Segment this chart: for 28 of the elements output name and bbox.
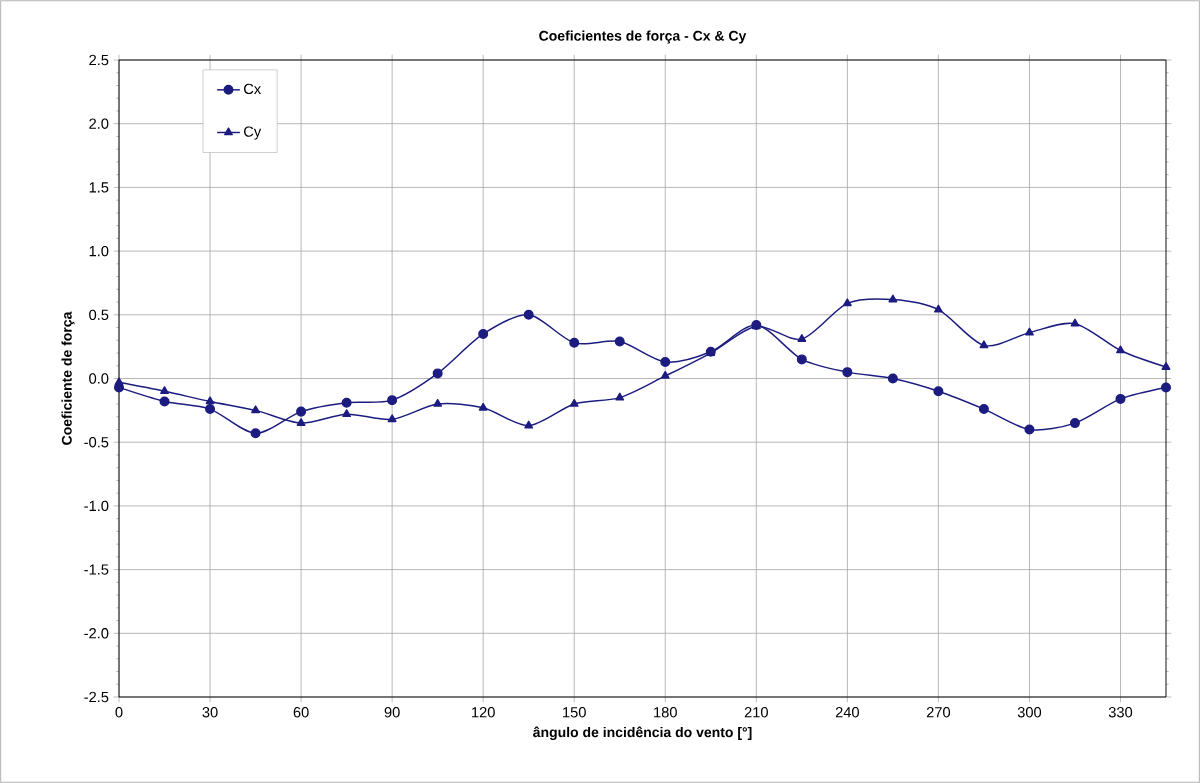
x-tick-label: 240 (835, 707, 859, 718)
x-tick-label: 210 (744, 707, 768, 718)
x-tick-label: 180 (654, 707, 677, 718)
legend-label: Cy (244, 126, 262, 140)
y-tick-label: -2.5 (84, 691, 109, 703)
legend-label: Cx (244, 83, 262, 95)
y-axis-title: Coeficiente de força (61, 311, 75, 445)
y-tick-label: -1.5 (84, 564, 109, 575)
x-tick-label: 270 (926, 707, 951, 718)
y-tick-label: 2.0 (89, 118, 109, 129)
x-tick-label: 300 (1017, 707, 1042, 718)
x-axis-title: ângulo de incidência do vento [°] (533, 726, 752, 740)
y-tick-label: 2.5 (89, 54, 109, 66)
x-tick-label: 0 (115, 707, 123, 718)
y-tick-label: 1.5 (89, 182, 109, 193)
x-tick-label: 90 (384, 707, 400, 718)
y-tick-label: 0.0 (89, 373, 109, 384)
y-tick-label: -0.5 (84, 437, 109, 448)
y-tick-label: -1.0 (84, 500, 109, 512)
x-tick-label: 30 (202, 707, 218, 718)
x-tick-label: 330 (1108, 707, 1133, 718)
y-tick-label: 0.5 (89, 309, 109, 320)
y-tick-label: -2.0 (84, 628, 109, 639)
chart-title: Coeficientes de força - Cx & Cy (539, 30, 747, 44)
x-tick-label: 120 (472, 707, 495, 718)
x-tick-label: 60 (293, 707, 309, 718)
y-tick-label: 1.0 (89, 245, 109, 257)
x-tick-label: 150 (563, 707, 586, 718)
